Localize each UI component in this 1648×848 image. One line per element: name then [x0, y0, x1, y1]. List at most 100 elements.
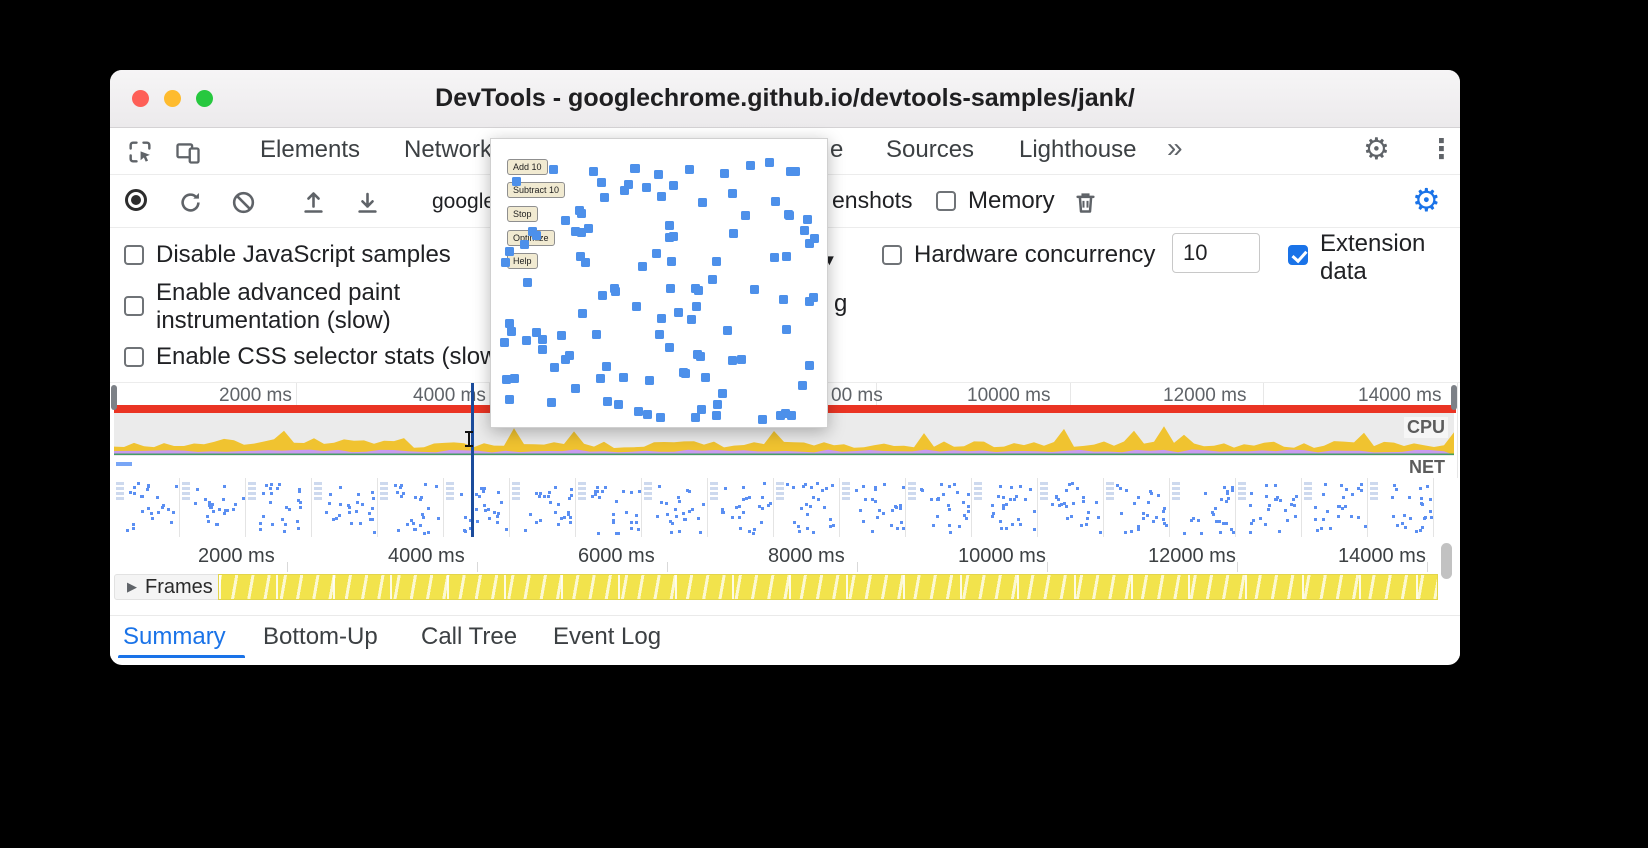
close-button[interactable] [132, 90, 149, 107]
capture-settings-gear[interactable]: ⚙ [1412, 181, 1441, 219]
frames-bar[interactable] [218, 574, 1438, 600]
hardware-concurrency-checkbox[interactable] [882, 245, 902, 265]
overview-right-handle[interactable] [1451, 385, 1457, 410]
device-toolbar-icon[interactable] [174, 138, 202, 166]
tab-lighthouse[interactable]: Lighthouse [1019, 136, 1137, 163]
thumb-dot [1264, 522, 1268, 526]
advanced-paint-checkbox[interactable] [124, 296, 144, 316]
thumb-dot [808, 504, 812, 508]
thumb-dot [126, 528, 130, 532]
inspect-icon[interactable] [126, 138, 154, 166]
thumb-buttons-mini [248, 482, 256, 500]
thumb-dot [160, 506, 164, 510]
thumb-dot [1340, 484, 1344, 488]
filmstrip-thumb[interactable] [1368, 478, 1434, 537]
filmstrip-thumb[interactable] [1170, 478, 1236, 537]
thumb-dot [358, 522, 362, 526]
preview-square [613, 400, 623, 410]
net-track[interactable]: NET [114, 455, 1454, 478]
thumb-dot [346, 504, 350, 507]
memory-checkbox[interactable] [936, 191, 956, 211]
thumb-buttons-mini [908, 482, 916, 500]
thumb-dot [1275, 495, 1279, 499]
filmstrip-thumb[interactable] [906, 478, 972, 537]
preview-square [642, 410, 652, 420]
thumb-dot [656, 514, 660, 518]
upload-profile-button[interactable] [300, 188, 328, 216]
frames-group-header[interactable]: ▶ Frames [114, 574, 226, 600]
filmstrip-thumb[interactable] [576, 478, 642, 537]
overview-pane[interactable]: 2000 ms 4000 ms 00 ms 10000 ms 12000 ms 14000… [110, 383, 1460, 537]
cpu-track[interactable]: CPU [114, 413, 1454, 455]
filmstrip-thumb[interactable] [180, 478, 246, 537]
filmstrip-thumb[interactable] [114, 478, 180, 537]
filmstrip-thumb[interactable] [1038, 478, 1104, 537]
more-tabs-chevron[interactable]: » [1167, 132, 1183, 163]
thumb-dot [1229, 528, 1233, 532]
thumb-dot [496, 521, 500, 525]
thumb-dot [659, 500, 663, 504]
tab-elements[interactable]: Elements [260, 136, 361, 163]
filmstrip-thumb[interactable] [840, 478, 906, 537]
settings-gear-icon[interactable]: ⚙ [1363, 132, 1390, 167]
css-selector-checkbox[interactable] [124, 347, 144, 367]
filmstrip-thumb[interactable] [642, 478, 708, 537]
thumb-dot [269, 482, 273, 486]
extension-data-checkbox[interactable] [1288, 245, 1308, 265]
filmstrip-thumb[interactable] [246, 478, 312, 537]
preview-square [805, 296, 815, 306]
filmstrip-thumb[interactable] [378, 478, 444, 537]
tab-summary[interactable]: Summary [123, 623, 226, 650]
filmstrip-thumb[interactable] [1236, 478, 1302, 537]
record-button[interactable] [125, 189, 147, 211]
disable-js-checkbox[interactable] [124, 245, 144, 265]
zoom-button[interactable] [196, 90, 213, 107]
thumb-dot [1000, 526, 1004, 530]
filmstrip-thumb[interactable] [774, 478, 840, 537]
tab-bottom-up[interactable]: Bottom-Up [263, 623, 378, 650]
bottom-tab-bar: Summary Bottom-Up Call Tree Event Log [110, 615, 1460, 658]
filmstrip-thumb[interactable] [708, 478, 774, 537]
vertical-scrollbar-thumb[interactable] [1441, 543, 1452, 579]
thumb-dot [281, 518, 285, 522]
filmstrip-thumb[interactable] [312, 478, 378, 537]
page-select-fragment[interactable]: google [432, 190, 496, 213]
playhead[interactable] [471, 383, 474, 537]
titlebar[interactable]: DevTools - googlechrome.github.io/devtoo… [110, 70, 1460, 128]
thumb-dot [170, 521, 174, 525]
filmstrip-thumb[interactable] [510, 478, 576, 537]
filmstrip-thumb[interactable] [444, 478, 510, 537]
preview-square [696, 404, 706, 414]
thumb-dot [1402, 513, 1406, 517]
thumb-dot [1051, 502, 1055, 506]
preview-square [758, 414, 768, 424]
overview-left-handle[interactable] [111, 385, 117, 410]
menu-dots-icon[interactable]: ⋮ [1428, 134, 1455, 165]
thumb-dot [495, 514, 499, 518]
tab-event-log[interactable]: Event Log [553, 623, 662, 650]
minimize-button[interactable] [164, 90, 181, 107]
thumb-dot [1356, 486, 1360, 490]
download-profile-button[interactable] [354, 188, 382, 216]
thumb-buttons-mini [182, 482, 190, 500]
thumb-dot [538, 519, 542, 523]
reload-button[interactable] [177, 188, 205, 216]
tab-network[interactable]: Network [404, 136, 493, 163]
summary-underline [118, 655, 245, 658]
filmstrip-thumb[interactable] [1104, 478, 1170, 537]
thumb-dot [997, 494, 1001, 498]
thumb-buttons-mini [776, 482, 784, 500]
tab-sources[interactable]: Sources [886, 136, 975, 163]
thumb-dot [218, 507, 222, 511]
tab-hidden-fragment[interactable]: e [830, 136, 844, 163]
clear-button[interactable] [230, 188, 258, 216]
filmstrip-thumb[interactable] [972, 478, 1038, 537]
thumb-dot [690, 507, 694, 511]
thumb-dot [1010, 486, 1014, 490]
tab-call-tree[interactable]: Call Tree [421, 623, 518, 650]
thumb-dot [1069, 515, 1073, 518]
preview-square [653, 169, 663, 179]
filmstrip-thumb[interactable] [1302, 478, 1368, 537]
hardware-concurrency-input[interactable] [1172, 233, 1260, 273]
collect-garbage-button[interactable] [1072, 188, 1100, 216]
